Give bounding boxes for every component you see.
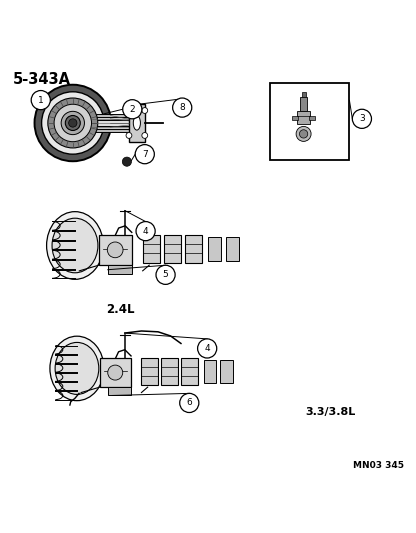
Text: 4: 4 [204,344,210,353]
Circle shape [54,104,92,142]
Bar [163,235,181,263]
Circle shape [173,98,192,117]
Bar [108,265,132,274]
Circle shape [108,365,123,380]
Bar [108,387,131,395]
Bar [309,116,315,120]
Bar [100,358,131,387]
Circle shape [135,144,154,164]
Ellipse shape [133,116,141,130]
Ellipse shape [55,342,99,394]
Circle shape [142,133,148,139]
Bar [220,360,233,383]
Circle shape [352,109,371,128]
Bar [270,84,349,160]
Bar [143,235,160,263]
Text: 6: 6 [186,399,192,407]
Bar [129,104,145,142]
Circle shape [42,92,104,154]
Ellipse shape [52,218,98,273]
Circle shape [142,108,148,114]
Circle shape [156,265,175,285]
Circle shape [61,111,84,135]
Ellipse shape [47,212,104,279]
Circle shape [300,130,308,138]
Bar [141,358,158,385]
Circle shape [35,85,111,161]
Text: 3: 3 [359,114,365,123]
Bar [92,114,133,132]
Bar [181,358,198,385]
Bar [297,111,310,124]
Bar [300,98,307,111]
Text: 2.4L: 2.4L [106,303,135,316]
Bar [92,119,133,126]
Bar [185,235,202,263]
Text: 4: 4 [143,227,149,236]
Circle shape [126,133,132,139]
Circle shape [296,126,311,141]
Circle shape [69,119,77,127]
Bar [208,237,221,261]
Circle shape [123,100,142,119]
Text: 5: 5 [163,270,168,279]
Circle shape [31,91,50,110]
Circle shape [65,116,80,131]
Bar [302,92,306,98]
Circle shape [122,157,131,166]
Bar [292,116,298,120]
Ellipse shape [50,336,104,401]
Text: 5-343A: 5-343A [12,72,70,87]
Circle shape [107,242,123,258]
Text: 1: 1 [38,95,44,104]
Bar [92,117,133,129]
Bar [226,237,239,261]
Circle shape [126,108,132,114]
Circle shape [48,98,98,148]
Text: 2: 2 [129,105,135,114]
Bar [161,358,178,385]
Text: MN03 345: MN03 345 [352,462,404,470]
Text: 3.3/3.8L: 3.3/3.8L [306,407,356,417]
Circle shape [198,339,217,358]
Circle shape [136,222,155,241]
Bar [99,235,132,265]
Bar [204,360,216,383]
Circle shape [180,393,199,413]
Text: 8: 8 [179,103,185,112]
Text: 7: 7 [142,150,148,159]
